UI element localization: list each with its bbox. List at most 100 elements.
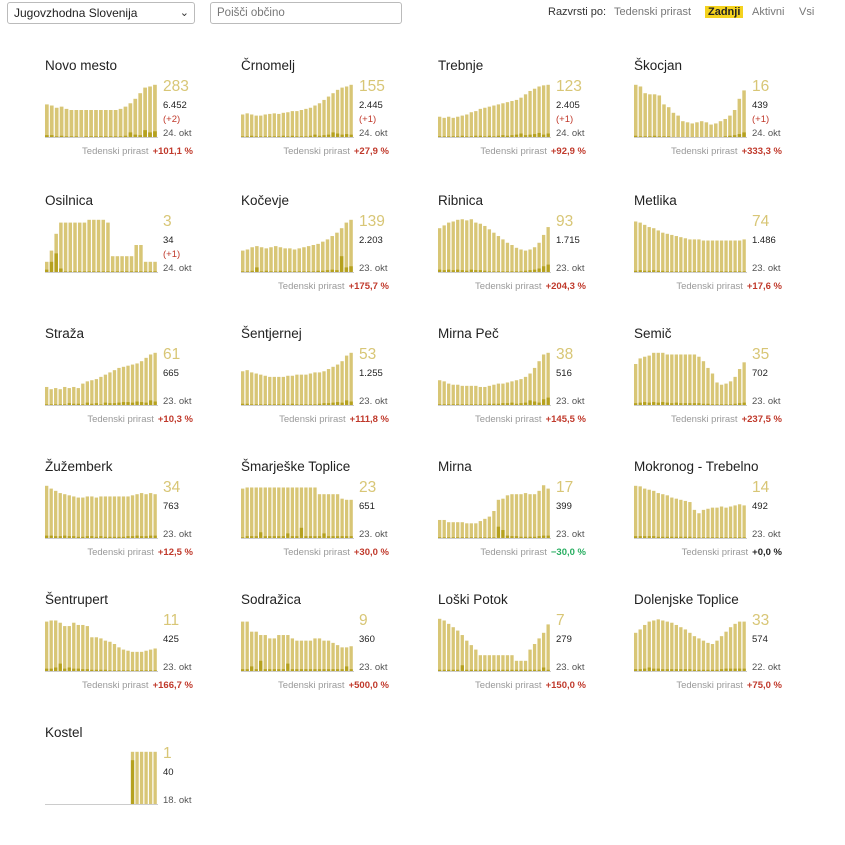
active-bar [652, 490, 656, 539]
new-cases-bar [58, 536, 62, 539]
total-cases: 702 [752, 368, 768, 379]
active-bar [106, 222, 110, 273]
active-bar [505, 655, 510, 672]
new-cases-bar [286, 663, 290, 672]
new-cases-bar [460, 135, 464, 138]
new-cases-bar [121, 536, 126, 539]
active-bar [245, 370, 249, 406]
active-bar [63, 626, 67, 672]
active-cases: 38 [556, 346, 574, 363]
new-cases-bar [331, 402, 335, 406]
active-bar [478, 386, 482, 406]
active-bar [254, 631, 258, 672]
new-cases-bar [719, 669, 724, 672]
new-cases-bar [340, 134, 344, 138]
last-update-date: 24. okt [752, 128, 781, 139]
active-bar [638, 629, 642, 672]
active-bar [438, 380, 442, 406]
active-bar [501, 383, 505, 406]
sort-option-weekly-growth[interactable]: Tedenski prirast [614, 6, 692, 18]
new-cases-bar [442, 270, 446, 273]
sort-option-latest[interactable]: Zadnji [705, 6, 744, 18]
card-bar-chart [241, 352, 354, 406]
new-cases-bar [263, 536, 267, 539]
new-cases-bar [510, 402, 514, 406]
new-cases-bar [537, 669, 541, 672]
new-cases-bar [647, 270, 651, 273]
new-cases-bar [728, 135, 732, 138]
active-bar [447, 222, 451, 273]
active-bar [737, 369, 742, 406]
active-bar [349, 219, 353, 273]
new-cases-bar [469, 669, 473, 672]
active-bar [661, 232, 665, 273]
new-cases-bar [277, 669, 281, 672]
region-select-value: Jugovzhodna Slovenija [14, 6, 138, 20]
active-bar [510, 101, 514, 138]
active-bar [49, 389, 53, 406]
active-bar [728, 506, 733, 539]
active-cases: 155 [359, 78, 385, 95]
active-bar [546, 352, 550, 406]
new-cases-bar [528, 400, 532, 406]
municipality-card: Mirna Peč 38 516 23. okt Tedenski prirast +14… [438, 326, 618, 446]
new-cases-bar [322, 403, 326, 406]
active-bar [263, 114, 267, 138]
active-bar [82, 222, 87, 273]
weekly-growth: Tedenski prirast −30,0 % [480, 547, 586, 558]
sort-option-active[interactable]: Aktivni [752, 6, 785, 18]
active-bar [326, 96, 331, 138]
new-cases-bar [121, 402, 126, 406]
total-cases: 40 [163, 767, 174, 778]
active-bar [76, 624, 80, 672]
active-bar [688, 239, 692, 273]
active-bar [456, 219, 460, 273]
active-bar [135, 651, 139, 672]
sort-option-all[interactable]: Vsi [799, 6, 815, 18]
active-bar [272, 487, 276, 539]
card-title: Semič [634, 326, 672, 341]
active-bar [541, 354, 546, 406]
new-cases-bar [59, 135, 64, 138]
active-bar [501, 655, 505, 672]
active-bar [665, 621, 669, 672]
weekly-growth: Tedenski prirast +204,3 % [475, 281, 586, 292]
last-update-date: 23. okt [359, 662, 388, 673]
active-bar [139, 245, 143, 273]
active-bar [295, 487, 299, 539]
active-bar [474, 523, 478, 539]
active-bar [656, 352, 660, 406]
municipality-search-input[interactable] [210, 2, 402, 24]
active-bar [643, 356, 647, 406]
active-bar [67, 495, 71, 539]
active-bar [322, 640, 326, 672]
daily-delta: (+1) [359, 114, 377, 125]
active-bar [259, 115, 263, 138]
active-bar [135, 363, 139, 406]
last-update-date: 18. okt [163, 795, 192, 806]
new-cases-bar [250, 536, 254, 539]
new-cases-bar [90, 669, 94, 672]
active-bar [292, 249, 297, 273]
active-bar [304, 640, 308, 672]
new-cases-bar [321, 270, 325, 273]
active-bar [546, 488, 550, 539]
new-cases-bar [528, 669, 532, 672]
active-bar [344, 222, 349, 273]
region-select[interactable]: Jugovzhodna Slovenija ⌄ [7, 2, 195, 24]
new-cases-bar [514, 669, 519, 672]
new-cases-bar [313, 536, 317, 539]
active-cases: 16 [752, 78, 770, 95]
active-bar [442, 117, 446, 138]
active-bar [90, 496, 94, 539]
active-bar [281, 376, 285, 406]
active-bar [661, 494, 665, 539]
new-cases-bar [272, 536, 276, 539]
active-bar [634, 632, 638, 672]
active-bar [478, 223, 482, 273]
active-bar [692, 509, 697, 539]
new-cases-bar [514, 403, 519, 406]
active-bar [90, 380, 94, 406]
active-bar [634, 84, 638, 138]
active-bar [692, 239, 697, 273]
